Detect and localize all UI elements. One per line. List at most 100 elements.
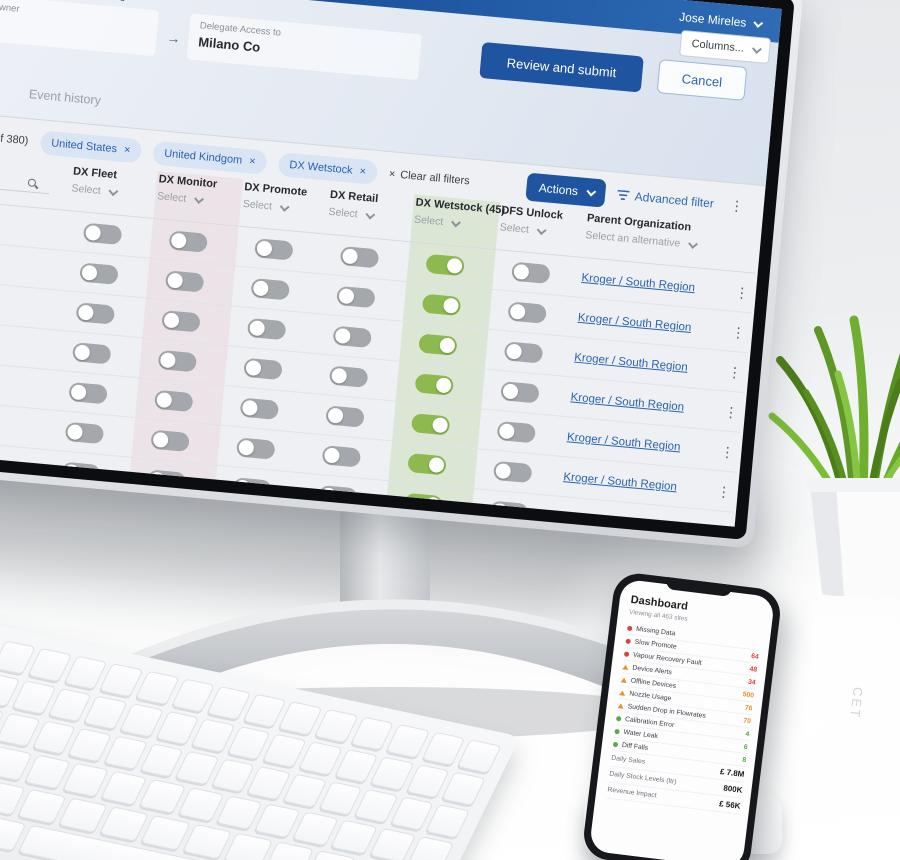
row-menu-icon[interactable]: ⋮ (730, 323, 747, 341)
toggle-off[interactable] (321, 445, 362, 468)
toggle-off[interactable] (164, 270, 205, 293)
column-select[interactable]: Select (414, 214, 493, 233)
toggle-cell (399, 321, 489, 369)
row-menu-icon[interactable]: ⋮ (716, 482, 732, 500)
parent-organization-link[interactable]: Kroger / South Region (573, 351, 689, 374)
toggle-off[interactable] (239, 397, 280, 420)
column-label: DX Fleet (72, 165, 118, 182)
toggle-off[interactable] (328, 365, 369, 388)
toggle-knob (439, 337, 456, 354)
toggle-on[interactable] (421, 293, 462, 317)
close-icon[interactable]: × (358, 165, 367, 178)
row-menu-cell: ⋮ (720, 351, 747, 392)
parent-organization-link[interactable]: Kroger / South Region (577, 311, 692, 334)
actions-button[interactable]: Actions (525, 172, 607, 208)
toggle-off[interactable] (496, 420, 537, 444)
toggle-off[interactable] (168, 230, 209, 253)
close-icon[interactable]: × (123, 143, 131, 157)
toggle-off[interactable] (61, 461, 101, 485)
toggle-off[interactable] (82, 222, 123, 246)
toggle-off[interactable] (339, 246, 380, 269)
metric-value: £ 7.8M (719, 767, 745, 779)
toggle-knob (163, 312, 180, 329)
toggle-off[interactable] (75, 302, 116, 325)
toggle-cell (145, 258, 236, 306)
alert-value: 34 (747, 678, 757, 687)
toggle-off[interactable] (336, 285, 376, 309)
alert-value: 64 (750, 652, 760, 661)
toggle-off[interactable] (150, 429, 190, 452)
overflow-menu-icon[interactable]: ⋮ (729, 197, 745, 215)
toggle-off[interactable] (489, 500, 529, 523)
toggle-cell (388, 441, 478, 489)
toggle-on[interactable] (425, 253, 465, 277)
toggle-cell (402, 282, 493, 329)
filter-icon (617, 189, 630, 201)
toggle-off[interactable] (503, 341, 544, 364)
toggle-knob (252, 280, 269, 297)
toggle-cell (485, 330, 574, 377)
toggle-cell (314, 314, 403, 361)
user-menu[interactable]: Jose Mireles (679, 10, 764, 31)
row-menu-icon[interactable]: ⋮ (723, 402, 739, 421)
toggle-knob (509, 303, 526, 320)
toggle-off[interactable] (243, 357, 283, 381)
close-icon[interactable]: × (248, 155, 257, 168)
column-select[interactable]: Select (157, 190, 236, 209)
toggle-off[interactable] (146, 469, 187, 492)
row-menu-cell: ⋮ (727, 271, 754, 312)
parent-organization-link[interactable]: Kroger / South Region (566, 430, 681, 454)
filter-chip[interactable]: United States × (39, 130, 143, 164)
parent-organization-link[interactable]: Kroger / South Region (570, 390, 685, 414)
filter-chip[interactable]: United Kindgom × (152, 140, 268, 175)
toggle-off[interactable] (232, 477, 272, 500)
toggle-off[interactable] (492, 460, 533, 484)
toggle-off[interactable] (511, 261, 551, 284)
row-menu-icon[interactable]: ⋮ (719, 442, 736, 460)
row-menu-icon[interactable]: ⋮ (709, 522, 732, 526)
row-menu-icon[interactable]: ⋮ (734, 283, 750, 301)
toggle-off[interactable] (507, 301, 547, 324)
chevron-down-icon (451, 216, 462, 227)
toggle-off[interactable] (500, 381, 540, 404)
filter-chip[interactable]: DX Wetstock × (277, 152, 378, 185)
toggle-on[interactable] (418, 333, 458, 356)
parent-organization-link[interactable]: Kroger / South Region (562, 470, 678, 493)
toggle-on[interactable] (403, 492, 444, 516)
toggle-knob (249, 320, 266, 337)
column-select[interactable]: Select (328, 206, 407, 225)
advanced-filter-button[interactable]: Advanced filter (616, 188, 714, 211)
toggle-off[interactable] (235, 437, 276, 460)
parent-organization-link[interactable]: Kroger / South Region (581, 271, 696, 294)
column-select[interactable]: Select (71, 182, 150, 201)
toggle-off[interactable] (153, 389, 194, 413)
clear-all-filters[interactable]: × Clear all filters (388, 168, 471, 188)
parent-organization-link[interactable]: Kroger / South Region (559, 510, 674, 527)
toggle-on[interactable] (410, 413, 451, 436)
toggle-off[interactable] (246, 317, 287, 341)
toggle-knob (156, 391, 173, 409)
toggle-off[interactable] (254, 238, 294, 261)
toggle-off[interactable] (79, 262, 119, 285)
column-select[interactable]: Select (242, 198, 321, 217)
toggle-cell (228, 306, 317, 353)
toggle-off[interactable] (71, 342, 112, 365)
row-menu-cell: ⋮ (709, 471, 736, 512)
toggle-on[interactable] (414, 373, 455, 396)
alert-value: 48 (749, 665, 758, 674)
toggle-off[interactable] (332, 325, 373, 349)
toggle-off[interactable] (161, 310, 201, 333)
row-menu-cell: ⋮ (716, 391, 743, 432)
toggle-on[interactable] (407, 452, 447, 476)
toggle-off[interactable] (64, 421, 105, 445)
toggle-off[interactable] (325, 405, 365, 428)
toggle-knob (498, 423, 515, 440)
row-menu-icon[interactable]: ⋮ (726, 363, 743, 381)
column-select[interactable]: Select (499, 221, 578, 240)
toggle-off[interactable] (157, 349, 198, 373)
toggle-off[interactable] (250, 278, 291, 301)
toggle-off[interactable] (68, 381, 108, 405)
toggle-off[interactable] (317, 485, 358, 508)
toggle-knob (148, 471, 166, 488)
keyboard-key (441, 771, 486, 806)
